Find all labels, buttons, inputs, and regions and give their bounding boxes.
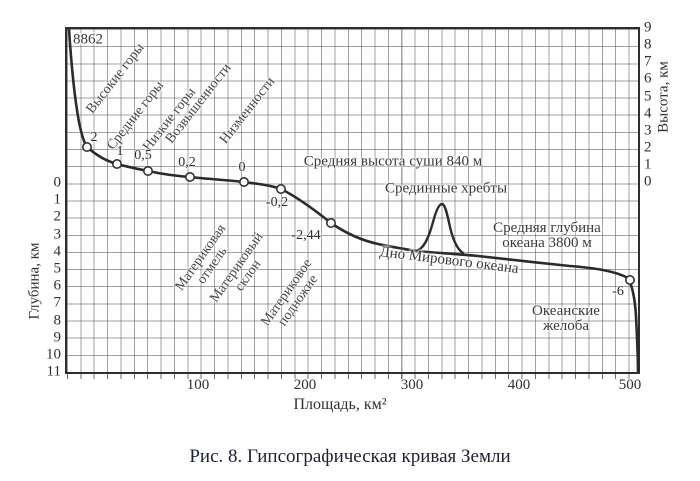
data-point-label-1: 1 bbox=[116, 144, 124, 159]
figure-caption: Рис. 8. Гипсографическая кривая Земли bbox=[189, 446, 511, 467]
mean-land-height-label: Средняя высота суши 840 м bbox=[303, 153, 483, 170]
area-axis-title: Площадь, км² bbox=[293, 396, 387, 413]
area-tick-400: 400 bbox=[507, 377, 531, 393]
area-tick-100: 100 bbox=[186, 377, 210, 393]
height-tick-4: 4 bbox=[644, 105, 652, 122]
depth-tick-4: 4 bbox=[53, 243, 62, 260]
data-point-label-6: -2,44 bbox=[291, 228, 321, 243]
height-tick-8: 8 bbox=[644, 36, 652, 53]
depth-tick-5: 5 bbox=[53, 260, 62, 277]
mean-ocean-depth-line2: океана 3800 м bbox=[502, 235, 592, 251]
depth-tick-7: 7 bbox=[53, 294, 62, 311]
depth-tick-10: 10 bbox=[46, 346, 61, 363]
depth-tick-1: 1 bbox=[53, 191, 62, 208]
area-tick-300: 300 bbox=[400, 377, 424, 393]
x-axis-minor-ticks bbox=[67, 374, 638, 379]
area-tick-200: 200 bbox=[293, 377, 317, 393]
area-tick-500: 500 bbox=[618, 377, 642, 393]
height-tick-3: 3 bbox=[644, 122, 652, 139]
ocean-trenches-line1: Океанские bbox=[532, 303, 600, 319]
data-point-label-5: -0,2 bbox=[265, 195, 289, 210]
data-point-label-0: 2 bbox=[90, 130, 98, 145]
data-point-label-3: 0,2 bbox=[178, 155, 196, 170]
max-height-label: 8862 bbox=[73, 31, 103, 48]
depth-tick-2: 2 bbox=[53, 208, 62, 225]
height-axis-title: Высота, км bbox=[655, 61, 672, 133]
depth-tick-11: 11 bbox=[46, 363, 61, 380]
mid-ocean-ridges-label: Срединные хребты bbox=[384, 180, 508, 197]
depth-tick-3: 3 bbox=[53, 226, 62, 243]
data-point-label-4: 0 bbox=[238, 160, 246, 175]
mean-ocean-depth-line1: Средняя глубина bbox=[493, 220, 601, 236]
depth-tick-0: 0 bbox=[53, 174, 62, 191]
height-tick-7: 7 bbox=[644, 53, 652, 70]
data-point-label-7: -6 bbox=[612, 284, 624, 299]
ocean-trenches-line2: желоба bbox=[542, 318, 590, 334]
depth-tick-8: 8 bbox=[53, 312, 62, 329]
height-tick-0: 0 bbox=[644, 173, 652, 190]
data-point-label-2: 0,5 bbox=[134, 148, 152, 163]
depth-axis-title: Глубина, км bbox=[26, 242, 43, 320]
depth-tick-6: 6 bbox=[53, 277, 62, 294]
ocean-trenches-label: Океанские желоба bbox=[496, 304, 636, 334]
depth-tick-9: 9 bbox=[53, 329, 62, 346]
height-tick-9: 9 bbox=[644, 19, 652, 36]
height-tick-2: 2 bbox=[644, 139, 652, 156]
mean-ocean-depth-label: Средняя глубина океана 3800 м bbox=[477, 221, 617, 251]
height-tick-5: 5 bbox=[644, 88, 652, 105]
height-tick-6: 6 bbox=[644, 70, 652, 87]
height-tick-1: 1 bbox=[644, 156, 652, 173]
